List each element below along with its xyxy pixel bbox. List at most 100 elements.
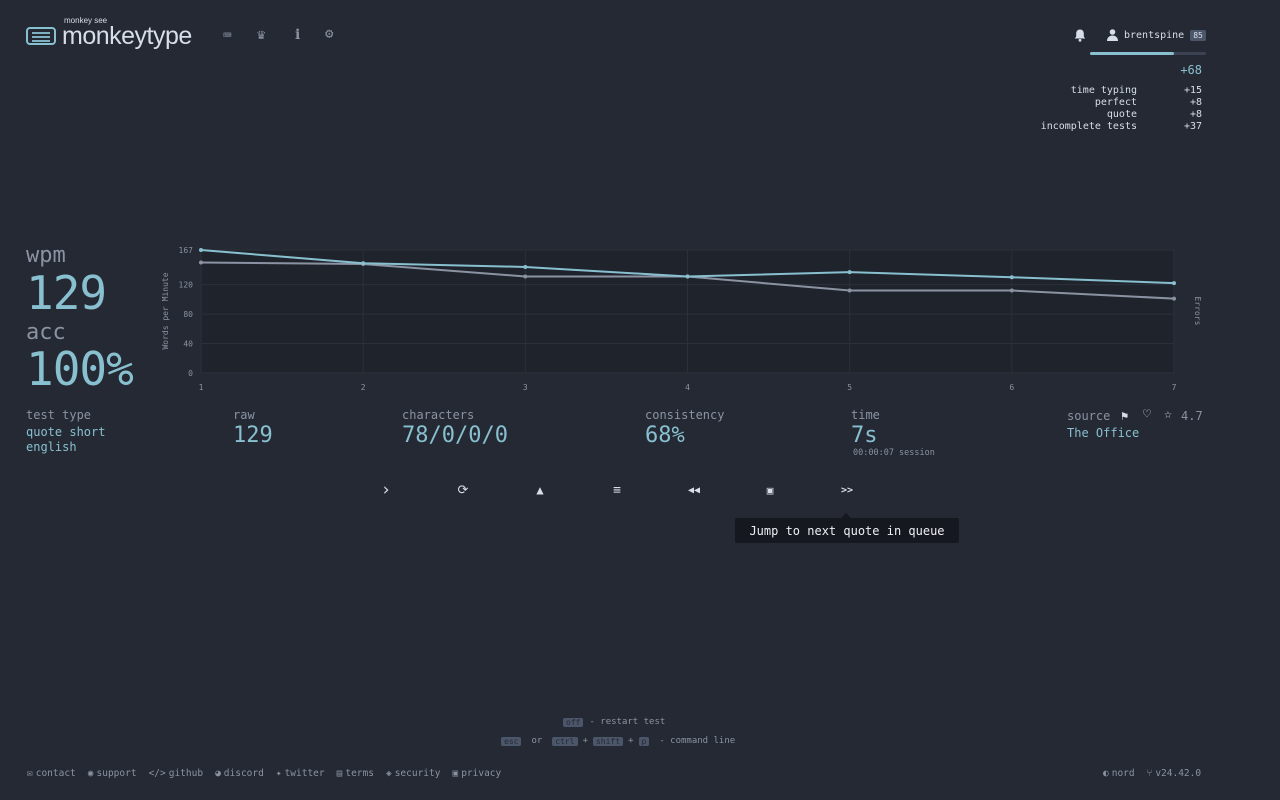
logo[interactable]: monkey see monkeytype: [26, 16, 192, 50]
wpm-point: [847, 270, 852, 275]
wpm-point: [199, 248, 203, 252]
y-tick-label: 0: [188, 369, 193, 378]
restart-key: off: [563, 717, 584, 727]
y2-axis-label: Errors: [1193, 297, 1202, 326]
consistency-value: 68%: [645, 423, 685, 448]
x-tick-label: 4: [685, 383, 690, 392]
footer-link-contact[interactable]: ✉ contact: [27, 768, 76, 779]
discord-icon: ◕: [215, 768, 221, 779]
shield-icon: ◈: [385, 768, 392, 779]
raw-value: 129: [233, 423, 273, 448]
version-button[interactable]: ⑂ v24.42.0: [1146, 768, 1202, 779]
username: brentspine: [1124, 29, 1185, 41]
xp-total: +68: [1180, 63, 1202, 77]
file-icon: ▤: [336, 768, 343, 779]
words-history-button[interactable]: ≡: [613, 482, 621, 498]
crown-icon[interactable]: ♛: [257, 27, 266, 43]
next-quote-button[interactable]: >>: [840, 484, 854, 496]
characters-value: 78/0/0/0: [402, 423, 508, 448]
next-test-button[interactable]: ›: [380, 480, 392, 500]
wpm-value: 129: [26, 266, 107, 320]
source-label: source: [1067, 409, 1111, 423]
bell-icon[interactable]: [1074, 29, 1086, 42]
star-icon[interactable]: ☆: [1164, 407, 1172, 422]
wpm-point: [361, 261, 366, 266]
y-tick-label: 80: [183, 310, 193, 319]
wpm-chart: Words per Minute Errors 167 120 80 40 01 2 3 4 5…: [161, 246, 1202, 392]
xp-row: perfect +8: [1094, 97, 1202, 108]
characters-label: characters: [402, 408, 475, 422]
quote-rating: 4.7: [1181, 409, 1203, 423]
esc-key: esc: [501, 736, 522, 746]
raw-point: [1172, 296, 1176, 301]
x-tick-label: 1: [199, 383, 204, 392]
level-badge: 85: [1190, 29, 1206, 41]
consistency-label: consistency: [645, 408, 725, 422]
footer-link-twitter[interactable]: ✦ twitter: [275, 768, 325, 779]
keyboard-icon[interactable]: ⌨: [223, 28, 232, 44]
y-tick-label: 167: [179, 246, 194, 255]
twitter-icon: ✦: [275, 768, 282, 779]
ctrl-key: ctrl: [552, 736, 578, 746]
xp-bar-fill: [1090, 52, 1174, 55]
xp-row: quote +8: [1106, 109, 1202, 120]
time-value: 7s: [851, 423, 878, 448]
wpm-point: [1172, 281, 1176, 286]
wpm-point: [685, 274, 690, 279]
raw-point: [199, 260, 203, 265]
source-value[interactable]: The Office: [1067, 426, 1140, 440]
heart-icon[interactable]: ♡: [1143, 407, 1151, 422]
replay-button[interactable]: ◀◀: [687, 484, 701, 496]
x-tick-label: 7: [1172, 383, 1177, 392]
acc-label: acc: [26, 320, 66, 345]
test-type-language: english: [26, 440, 77, 454]
x-tick-label: 6: [1009, 383, 1014, 392]
report-button[interactable]: ▲: [536, 483, 544, 497]
acc-value: 100%: [26, 342, 134, 396]
session-time: 00:00:07 session: [853, 448, 935, 458]
footer-link-terms[interactable]: ▤ terms: [336, 768, 374, 779]
raw-point: [523, 274, 528, 279]
footer-link-github[interactable]: </> github: [148, 768, 204, 779]
tooltip: Jump to next quote in queue: [735, 513, 959, 543]
footer-link-privacy[interactable]: ▣ privacy: [452, 768, 502, 779]
x-tick-label: 5: [847, 383, 852, 392]
footer-links: ✉ contact ◉ support </> github ◕ discord ✦ tw…: [27, 768, 501, 779]
branch-icon: ⑂: [1146, 768, 1153, 779]
test-type-label: test type: [26, 408, 92, 422]
footer-link-discord[interactable]: ◕ discord: [215, 768, 264, 779]
user-icon: [1107, 29, 1118, 41]
flag-icon[interactable]: ⚑: [1121, 409, 1129, 423]
y-tick-label: 40: [183, 340, 193, 349]
theme-button[interactable]: ◐ nord: [1103, 768, 1135, 779]
xp-row: incomplete tests +37: [1040, 121, 1202, 132]
shift-key: shift: [592, 736, 624, 746]
info-icon[interactable]: i: [295, 27, 301, 43]
screenshot-button[interactable]: ▣: [766, 483, 774, 497]
account-button[interactable]: brentspine 85: [1107, 29, 1206, 41]
footer-right: ◐ nord ⑂ v24.42.0: [1103, 768, 1201, 779]
y-axis-label: Words per Minute: [161, 272, 170, 349]
footer-link-security[interactable]: ◈ security: [385, 768, 441, 779]
y-tick-label: 120: [179, 281, 194, 290]
lock-icon: ▣: [452, 768, 459, 779]
time-label: time: [851, 408, 880, 422]
logo-icon: [26, 27, 56, 45]
footer-link-support[interactable]: ◉ support: [87, 768, 137, 779]
command-line-hint: esc or ctrl + shift + p - command line: [501, 736, 735, 746]
palette-icon: ◐: [1103, 768, 1109, 779]
test-type-mode: quote short: [26, 425, 106, 439]
gear-icon[interactable]: ⚙: [325, 26, 334, 42]
raw-label: raw: [233, 408, 255, 422]
wpm-label: wpm: [26, 243, 66, 268]
xp-row: time typing +15: [1070, 85, 1202, 96]
restart-button[interactable]: ⟳: [457, 482, 469, 498]
restart-hint: off - restart test: [563, 717, 665, 727]
p-key: p: [638, 736, 650, 746]
envelope-icon: ✉: [27, 768, 33, 779]
x-tick-label: 2: [361, 383, 366, 392]
raw-point: [1009, 288, 1014, 293]
wpm-point: [523, 264, 528, 269]
donate-icon: ◉: [87, 768, 94, 779]
logo-subtitle: monkey see: [64, 16, 108, 25]
